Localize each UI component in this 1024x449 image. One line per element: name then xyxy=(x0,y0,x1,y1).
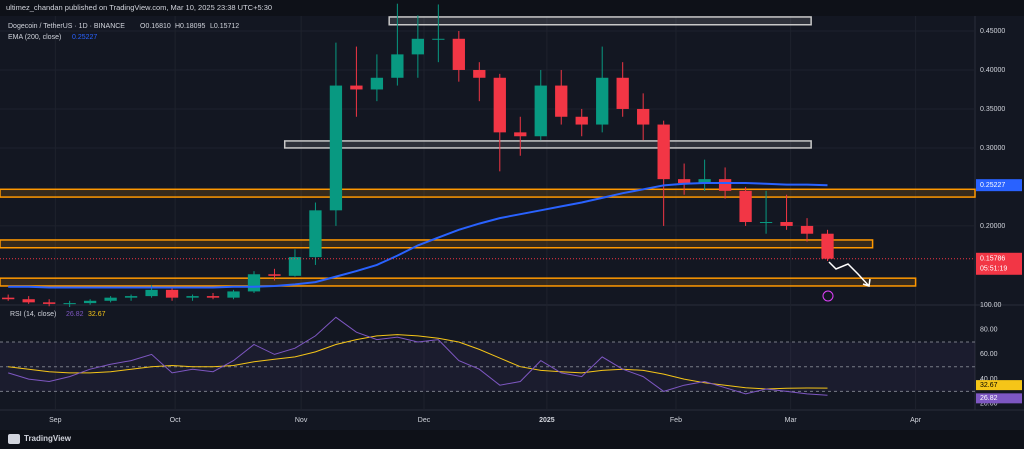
legend-high: H0.18095 xyxy=(175,23,205,30)
candle-body xyxy=(206,296,220,298)
candle-body xyxy=(596,77,609,125)
x-tick-label: Oct xyxy=(170,417,181,424)
footer-bar xyxy=(0,430,1024,449)
candle-body xyxy=(473,69,486,78)
y-tick-label: 0.20000 xyxy=(980,223,1005,230)
candle-body xyxy=(329,85,343,211)
rsi-ma-legend-value: 32.67 xyxy=(88,311,106,318)
candle-body xyxy=(575,116,588,125)
candle-body xyxy=(616,77,629,109)
y-tick-label: 0.30000 xyxy=(980,145,1005,152)
x-tick-label: Mar xyxy=(785,417,798,424)
candle-body xyxy=(677,179,691,184)
candle-body xyxy=(124,296,138,298)
candle-body xyxy=(247,274,261,292)
y-tick-label: 40.00 xyxy=(980,376,998,383)
candle-body xyxy=(104,297,117,301)
candle-body xyxy=(63,303,76,305)
candle-body xyxy=(268,274,281,276)
last-price-tag xyxy=(976,252,1022,275)
candle-body xyxy=(391,54,404,78)
x-tick-label: 2025 xyxy=(539,417,555,424)
y-tick-label: 100.00 xyxy=(980,302,1002,309)
x-tick-label: Dec xyxy=(418,417,431,424)
ema-legend: EMA (200, close) xyxy=(8,34,61,41)
y-tick-label: 0.45000 xyxy=(980,28,1005,35)
candle-body xyxy=(309,210,322,258)
candle-body xyxy=(43,302,56,304)
candle-body xyxy=(493,77,506,133)
candle-body xyxy=(534,85,547,137)
candle-body xyxy=(2,297,15,300)
rsi-legend-value: 26.82 xyxy=(66,311,84,318)
projection-arrow xyxy=(828,261,871,287)
candle-body xyxy=(514,132,527,137)
x-tick-label: Sep xyxy=(49,417,62,424)
rsi-line xyxy=(8,316,828,396)
candle-body xyxy=(759,222,773,224)
last-price-label: 0.15786 xyxy=(980,256,1005,263)
candle-body xyxy=(800,225,814,234)
rsi-value-tag xyxy=(976,380,1022,391)
candle-body xyxy=(555,85,568,117)
candle-body xyxy=(718,179,732,191)
candle-body xyxy=(739,190,752,223)
symbol-title: Dogecoin / TetherUS · 1D · BINANCE xyxy=(8,23,125,30)
candle-body xyxy=(145,289,158,297)
publish-bar xyxy=(0,0,1024,16)
candle-body xyxy=(22,299,35,303)
candle-body xyxy=(350,85,363,90)
candle-body xyxy=(288,257,302,276)
rsi-ma-line xyxy=(8,334,828,390)
x-tick-label: Feb xyxy=(670,417,682,424)
candle-body xyxy=(821,233,834,259)
zone xyxy=(0,239,874,249)
rsi-value-label: 26.82 xyxy=(980,395,998,402)
candle-body xyxy=(411,38,425,55)
zone xyxy=(283,140,812,149)
y-tick-label: 20.00 xyxy=(980,401,998,408)
ema-price-tag xyxy=(976,179,1022,192)
zone xyxy=(0,188,976,198)
candle-body xyxy=(83,300,97,304)
y-tick-label: 80.00 xyxy=(980,327,998,334)
candle-body xyxy=(370,77,384,90)
candle-body xyxy=(432,38,445,40)
legend-low: L0.15712 xyxy=(210,23,239,30)
ema-line xyxy=(8,182,828,289)
y-tick-label: 0.40000 xyxy=(980,67,1005,74)
rsi-legend: RSI (14, close) xyxy=(10,311,56,318)
candle-body xyxy=(780,222,793,226)
x-tick-label: Apr xyxy=(910,417,922,424)
candle-body xyxy=(452,38,465,70)
ema-price-label: 0.25227 xyxy=(980,182,1005,189)
y-tick-label: 0.35000 xyxy=(980,106,1005,113)
zone xyxy=(0,277,917,287)
candle-body xyxy=(186,296,199,298)
candle-body xyxy=(637,108,650,125)
zone xyxy=(388,16,812,26)
rsi-value-label: 32.67 xyxy=(980,382,998,389)
legend-open: O0.16810 xyxy=(140,23,171,30)
event-icon xyxy=(822,290,834,302)
candle-body xyxy=(227,291,240,298)
brand: TradingView xyxy=(24,434,72,443)
rsi-value-tag xyxy=(976,393,1022,404)
plot: 0.20000 0.30000 0.35000 0.40000 0.45000 Sep Oc… xyxy=(0,3,1022,424)
candle-body xyxy=(165,289,179,298)
countdown-label: 05:51:19 xyxy=(980,266,1007,273)
candle-body xyxy=(657,124,670,180)
ema-legend-value: 0.25227 xyxy=(72,34,97,41)
y-tick-label: 60.00 xyxy=(980,351,998,358)
x-tick-label: Nov xyxy=(295,417,308,424)
publisher: ultimez_chandan published on TradingView… xyxy=(6,3,272,12)
brand-logo xyxy=(8,434,20,444)
candle-body xyxy=(698,179,711,184)
